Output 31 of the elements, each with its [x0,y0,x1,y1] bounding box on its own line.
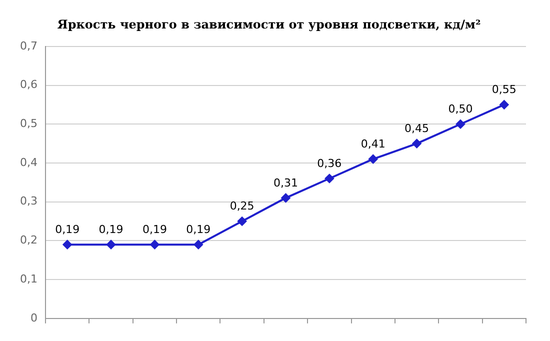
point [368,154,378,164]
y-tick-label: 0,7 [20,39,38,52]
data-label: 0,31 [273,176,298,190]
point [456,120,465,129]
chart-title: Яркость черного в зависимости от уровня подсветки, кд/м² [57,17,481,32]
point [62,240,72,250]
data-label: 0,19 [55,222,80,236]
y-tick-label: 0,6 [20,78,38,92]
point [150,240,160,250]
data-label: 0,25 [230,200,254,213]
y-tick-label: 0,4 [20,156,38,169]
point [281,193,290,202]
point [238,216,247,226]
y-tick-label: 0,1 [20,272,38,286]
data-label: 0,41 [360,137,386,150]
data-label: 0,19 [98,222,124,236]
y-tick-label: 0 [30,311,38,324]
point [324,174,334,184]
data-label: 0,50 [448,102,473,116]
y-tick-label: 0,2 [20,234,38,247]
data-label: 0,36 [317,156,342,170]
data-label: 0,45 [404,122,430,135]
data-label: 0,55 [492,83,516,96]
point [106,240,116,250]
y-tick-label: 0,5 [20,116,38,130]
point [194,240,203,250]
data-label: 0,19 [186,222,211,236]
data-label: 0,19 [142,222,167,236]
point [412,139,422,148]
y-tick-label: 0,3 [20,194,38,208]
point [500,100,509,110]
